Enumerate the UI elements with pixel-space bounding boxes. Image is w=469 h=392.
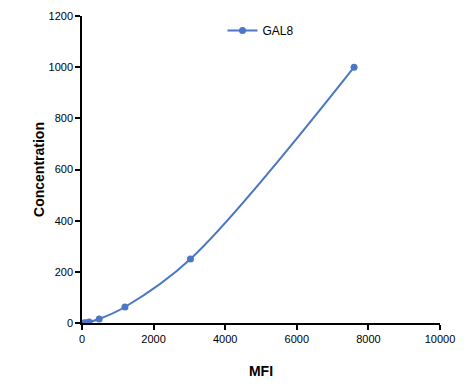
svg-text:1000: 1000 — [49, 61, 73, 73]
svg-text:800: 800 — [55, 112, 73, 124]
svg-text:MFI: MFI — [249, 363, 273, 379]
svg-text:0: 0 — [79, 333, 85, 345]
svg-text:4000: 4000 — [213, 333, 237, 345]
svg-text:GAL8: GAL8 — [263, 24, 294, 38]
svg-text:400: 400 — [55, 215, 73, 227]
svg-text:200: 200 — [55, 266, 73, 278]
svg-text:6000: 6000 — [285, 333, 309, 345]
svg-text:Concentration: Concentration — [31, 122, 47, 217]
svg-text:8000: 8000 — [356, 333, 380, 345]
svg-text:1200: 1200 — [49, 10, 73, 22]
svg-text:10000: 10000 — [425, 333, 456, 345]
svg-text:600: 600 — [55, 163, 73, 175]
svg-text:0: 0 — [67, 317, 73, 329]
svg-text:2000: 2000 — [141, 333, 165, 345]
